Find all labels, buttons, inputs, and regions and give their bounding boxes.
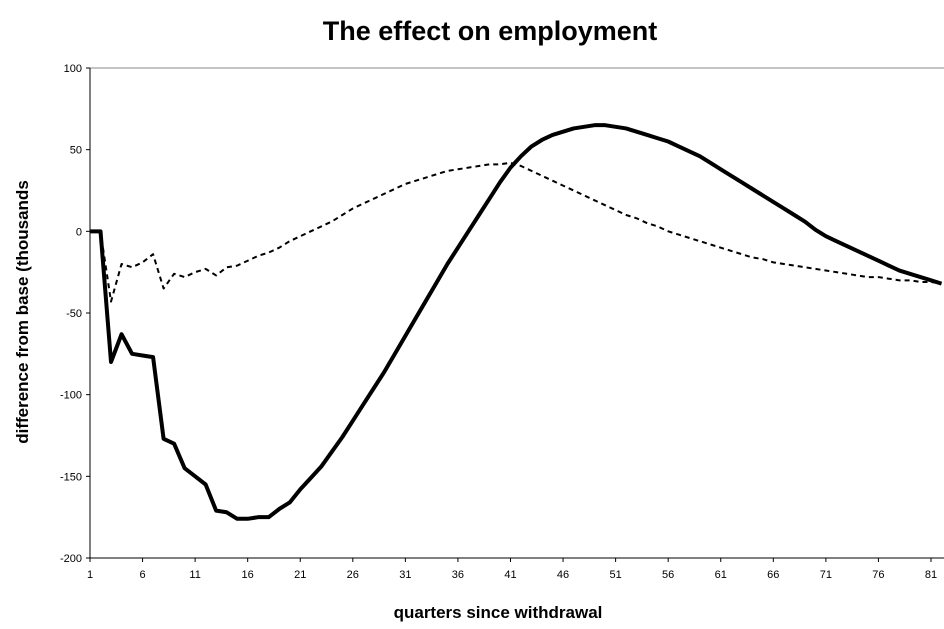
x-tick-label: 46 — [557, 569, 569, 581]
x-tick-label: 56 — [662, 569, 674, 581]
y-tick-label: -100 — [60, 390, 82, 402]
y-axis-title: difference from base (thousands — [13, 180, 32, 444]
chart-title: The effect on employment — [323, 16, 658, 46]
x-tick-label: 41 — [504, 569, 516, 581]
x-tick-label: 31 — [399, 569, 411, 581]
y-tick-label: 0 — [76, 226, 82, 238]
y-tick-label: -150 — [60, 471, 82, 483]
x-axis-title: quarters since withdrawal — [394, 603, 603, 622]
x-tick-label: 81 — [925, 569, 937, 581]
y-tick-label: -50 — [66, 308, 82, 320]
x-tick-label: 1 — [87, 569, 93, 581]
series-line — [90, 161, 942, 303]
y-tick-label: 100 — [64, 63, 82, 75]
x-tick-label: 26 — [347, 569, 359, 581]
x-tick-label: 61 — [715, 569, 727, 581]
x-tick-label: 66 — [767, 569, 779, 581]
x-tick-label: 21 — [294, 569, 306, 581]
x-tick-label: 71 — [820, 569, 832, 581]
x-tick-label: 36 — [452, 569, 464, 581]
y-tick-label: -200 — [60, 553, 82, 565]
x-tick-label: 76 — [872, 569, 884, 581]
x-tick-label: 6 — [139, 569, 145, 581]
x-tick-label: 11 — [189, 569, 200, 581]
series-line — [90, 123, 943, 521]
y-tick-label: 50 — [70, 145, 82, 157]
x-tick-label: 51 — [609, 569, 621, 581]
x-tick-label: 16 — [242, 569, 254, 581]
